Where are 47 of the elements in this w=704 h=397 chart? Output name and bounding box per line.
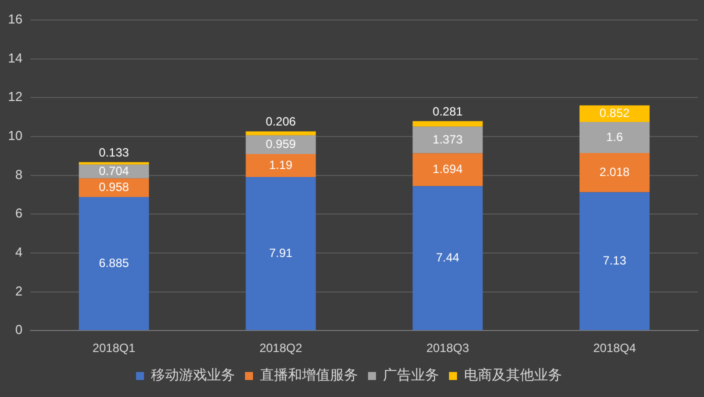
- bar: [246, 154, 316, 178]
- y-tick-label: 10: [8, 128, 22, 144]
- data-label: 0.704: [98, 164, 130, 178]
- data-label: 1.373: [432, 132, 464, 146]
- x-tick-label: 2018Q4: [593, 341, 636, 356]
- legend-label: 直播和增值服务: [260, 368, 358, 384]
- bar: [412, 126, 483, 154]
- bar: [412, 121, 483, 127]
- data-label: 7.44: [436, 250, 460, 264]
- legend-label: 电商及其他业务: [464, 368, 562, 384]
- bar: [78, 196, 149, 330]
- y-tick-label: 8: [15, 166, 22, 182]
- data-label: 1.19: [269, 158, 293, 172]
- bar: [78, 164, 149, 178]
- data-label: 7.91: [269, 246, 293, 260]
- data-label: 0.281: [432, 104, 464, 118]
- data-label: 0.958: [98, 180, 130, 194]
- bar: [246, 131, 316, 136]
- y-tick-label: 12: [8, 89, 22, 104]
- x-tick-label: 2018Q1: [92, 341, 136, 356]
- legend-label: 移动游戏业务: [151, 368, 235, 384]
- data-label: 6.885: [98, 256, 130, 270]
- x-tick-label: 2018Q3: [426, 341, 470, 356]
- bar: [78, 162, 149, 165]
- bar: [246, 135, 316, 154]
- data-label: 1.694: [432, 162, 464, 176]
- data-label: 2.018: [600, 164, 630, 179]
- y-tick-label: 4: [15, 244, 22, 260]
- bar: [412, 153, 483, 186]
- bar: [246, 177, 316, 330]
- bar: [580, 122, 650, 154]
- data-label: 7.13: [602, 253, 627, 268]
- data-label: 0.133: [98, 145, 130, 160]
- y-tick-label: 2: [15, 283, 22, 298]
- y-tick-label: 16: [8, 12, 22, 27]
- data-label: 0.206: [266, 114, 296, 129]
- y-tick-label: 0: [15, 322, 22, 338]
- data-label: 0.852: [600, 106, 630, 120]
- bar: [412, 186, 483, 330]
- bar: [580, 192, 650, 330]
- y-tick-label: 6: [15, 206, 22, 221]
- data-label: 1.6: [606, 130, 624, 144]
- data-label: 0.959: [266, 136, 296, 151]
- x-tick-label: 2018Q2: [259, 341, 302, 356]
- legend-label: 广告业务: [383, 368, 439, 384]
- bar: [580, 153, 650, 192]
- y-tick-label: 14: [8, 50, 22, 66]
